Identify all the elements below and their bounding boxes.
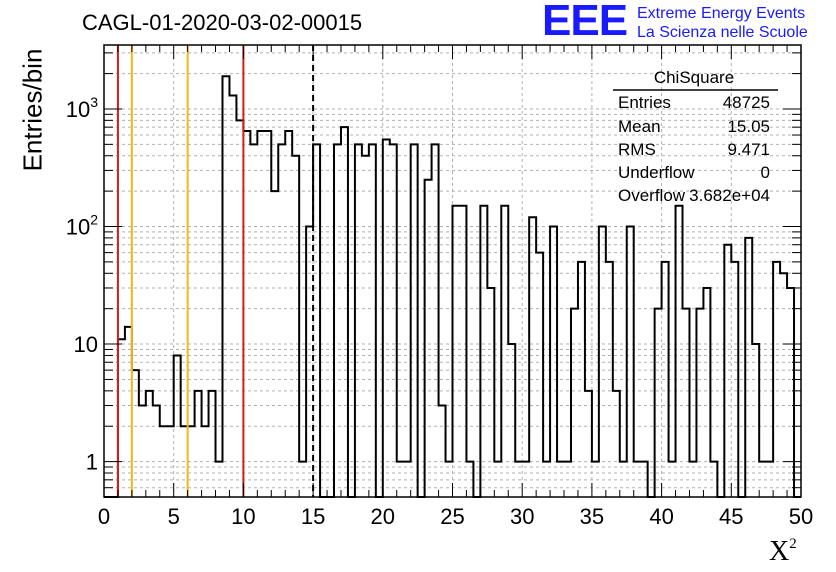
histogram-bin <box>278 144 285 497</box>
histogram-bin <box>599 227 606 497</box>
histogram-bin <box>334 144 341 497</box>
histogram-bin <box>683 309 690 497</box>
y-axis-label: Entries/bin <box>17 48 48 172</box>
histogram-bin <box>195 391 202 497</box>
histogram-bin <box>369 144 376 497</box>
histogram-bin <box>390 144 397 497</box>
histogram-bin <box>362 156 369 497</box>
stats-key: Overflow <box>618 186 686 205</box>
histogram-bin <box>411 144 418 497</box>
histogram-bin <box>529 217 536 497</box>
stats-value: 9.471 <box>727 140 770 159</box>
histogram-bin <box>703 288 710 497</box>
histogram-bin <box>787 288 794 497</box>
plot-title: CAGL-01-2020-03-02-00015 <box>82 10 363 35</box>
histogram-bin <box>292 156 299 497</box>
histogram-bin <box>153 406 160 497</box>
histogram-bin <box>459 206 466 497</box>
axes-frame <box>103 44 802 498</box>
histogram-bars <box>104 75 801 498</box>
stats-row-mean: Mean 15.05 <box>618 117 770 139</box>
histogram-bin <box>752 344 759 497</box>
eee-logo-mark: EEE <box>542 0 628 45</box>
stats-box-title: ChiSquare <box>653 68 735 87</box>
y-tick-label: 10 <box>74 332 98 357</box>
histogram-bin <box>264 131 271 497</box>
histogram-bin <box>613 391 620 497</box>
stats-value: 15.05 <box>727 117 770 136</box>
histogram-bin <box>745 238 752 497</box>
histogram-bin <box>453 206 460 497</box>
x-axis-label: X2 <box>769 536 797 568</box>
x-axis-label-superscript: 2 <box>789 536 797 552</box>
x-tick-label: 10 <box>231 504 255 529</box>
histogram-bin <box>655 309 662 497</box>
x-tick-label: 0 <box>98 504 110 529</box>
eee-logo-text: Extreme Energy Events La Scienza nelle S… <box>637 4 808 42</box>
stats-row-overflow: Overflow 3.682e+04 <box>618 186 770 208</box>
histogram-bin <box>139 406 146 497</box>
histogram-bin <box>125 327 132 497</box>
stats-key: Mean <box>618 117 661 136</box>
x-tick-label: 35 <box>580 504 604 529</box>
histogram-bin <box>487 288 494 497</box>
histogram-bin <box>306 227 313 497</box>
stats-value: 0 <box>760 163 770 182</box>
x-tick-label: 40 <box>649 504 673 529</box>
y-tick-label: 1 <box>86 450 98 475</box>
histogram-bin <box>257 131 264 497</box>
histogram-bin <box>536 253 543 497</box>
histogram-bin <box>724 245 731 497</box>
stats-key: RMS <box>618 140 656 159</box>
histogram-bin <box>313 144 320 497</box>
x-tick-label: 20 <box>371 504 395 529</box>
histogram-bin <box>285 131 292 497</box>
histogram-bin <box>439 406 446 497</box>
histogram-bin <box>676 206 683 497</box>
histogram-bin <box>341 127 348 497</box>
y-tick-label: 103 <box>66 94 98 122</box>
x-tick-label: 25 <box>440 504 464 529</box>
histogram-bin <box>501 206 508 497</box>
tick-labels: 0 5 10 15 20 25 30 35 40 45 50 1 10 102 103 <box>66 94 814 529</box>
histogram-bin <box>222 76 229 497</box>
y-tick-label: 102 <box>66 212 98 240</box>
histogram-bin <box>355 144 362 497</box>
stats-row-underflow: Underflow 0 <box>618 163 770 185</box>
histogram-bin <box>209 391 216 497</box>
histogram-bin <box>480 206 487 497</box>
x-tick-label: 45 <box>719 504 743 529</box>
histogram-bin <box>696 309 703 497</box>
reference-lines <box>116 45 315 497</box>
histogram-bin <box>627 227 634 497</box>
histogram-bin <box>425 180 432 497</box>
histogram-outline <box>104 75 801 498</box>
histogram-bin <box>571 309 578 497</box>
histogram-bin <box>432 144 439 497</box>
x-tick-label: 30 <box>510 504 534 529</box>
histogram-bin <box>780 273 787 497</box>
x-tick-label: 5 <box>168 504 180 529</box>
histogram-bin <box>250 144 257 497</box>
logo-line-2: La Scienza nelle Scuole <box>637 24 808 41</box>
stats-value: 3.682e+04 <box>689 186 770 205</box>
stats-key: Entries <box>618 93 671 112</box>
histogram-bin <box>243 131 250 497</box>
x-tick-label: 15 <box>301 504 325 529</box>
logo-line-1: Extreme Energy Events <box>637 5 806 22</box>
histogram-bin <box>585 391 592 497</box>
histogram-bin <box>383 139 390 497</box>
histogram-bin <box>550 227 557 497</box>
histogram-bin <box>146 391 153 497</box>
stats-row-entries: Entries 48725 <box>618 93 770 115</box>
histogram-bin <box>132 370 139 497</box>
histogram-bin <box>508 344 515 497</box>
stats-row-rms: RMS 9.471 <box>618 140 770 162</box>
stats-key: Underflow <box>618 163 695 182</box>
stats-value: 48725 <box>722 93 770 112</box>
x-axis-label-base: X <box>769 536 790 567</box>
x-tick-label: 50 <box>789 504 813 529</box>
